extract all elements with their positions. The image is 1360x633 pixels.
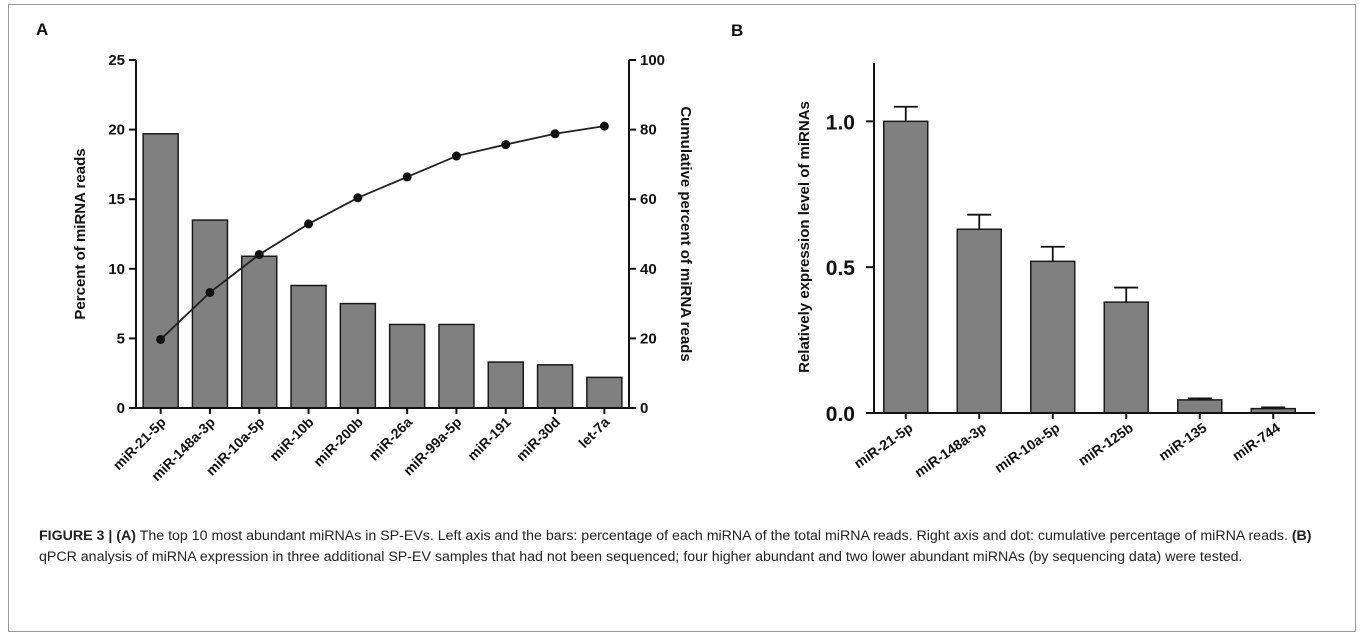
cumulative-line	[160, 125, 605, 341]
cumulative-point	[550, 129, 560, 139]
caption-a-tag: (A)	[116, 528, 136, 544]
left-axis-title: Percent of miRNA reads	[72, 148, 89, 319]
cumulative-point	[304, 219, 314, 229]
caption-a-text: The top 10 most abundant miRNAs in SP-EV…	[136, 528, 1292, 544]
cumulative-point	[254, 250, 264, 260]
category-label: miR-191	[464, 414, 514, 464]
right-tick-label: 60	[640, 191, 657, 208]
bar	[388, 323, 426, 409]
bar	[536, 364, 574, 409]
cumulative-point	[205, 287, 215, 297]
bar	[339, 302, 377, 409]
right-axis-title: Cumulative percent of miRNA reads	[677, 106, 694, 361]
right-tick-label: 20	[640, 330, 657, 347]
bar	[241, 255, 278, 409]
y-axis-title: Relatively expression level of miRNAs	[796, 101, 813, 373]
category-label: miR-30d	[513, 414, 563, 464]
figure-caption: FIGURE 3 | (A) The top 10 most abundant …	[39, 526, 1349, 568]
panel-a-letter: A	[36, 20, 48, 39]
bar	[586, 376, 623, 409]
caption-b-tag: (B)	[1291, 528, 1312, 544]
category-label: miR-148a-3p	[912, 419, 989, 480]
caption-b-text: qPCR analysis of miRNA expression in thr…	[39, 549, 1243, 565]
bar	[1177, 399, 1223, 414]
bar	[438, 323, 475, 409]
caption-label: FIGURE 3 |	[39, 528, 117, 544]
category-label: miR-200b	[310, 414, 366, 470]
right-tick-label: 40	[640, 261, 657, 278]
category-label: let-7a	[575, 414, 612, 451]
cumulative-point	[353, 193, 363, 203]
cumulative-point	[501, 140, 511, 150]
cumulative-point	[451, 151, 461, 161]
panel-b-letter: B	[731, 21, 743, 40]
category-label: miR-135	[1156, 419, 1210, 463]
bar	[1030, 260, 1076, 414]
y-tick-label: 0.5	[826, 257, 856, 280]
category-label: miR-10b	[266, 414, 316, 464]
bar	[290, 284, 327, 409]
bar	[1103, 301, 1149, 414]
right-tick-label: 0	[640, 400, 648, 417]
cumulative-point	[156, 334, 166, 344]
category-label: miR-26a	[365, 414, 415, 464]
left-tick-label: 15	[108, 191, 125, 208]
left-tick-label: 25	[108, 52, 125, 69]
cumulative-point	[599, 121, 609, 131]
left-tick-label: 10	[108, 261, 125, 278]
cumulative-point	[402, 172, 412, 182]
category-label: miR-744	[1229, 419, 1283, 463]
left-tick-label: 0	[117, 400, 125, 417]
bar	[191, 219, 229, 409]
bar	[883, 120, 929, 414]
y-tick-label: 0.0	[826, 403, 855, 426]
bar	[956, 228, 1002, 414]
category-label: miR-10a-5p	[991, 419, 1062, 475]
figure-svg: A B 0510152025020406080100miR-21-5pmiR-1…	[36, 20, 1315, 484]
right-tick-label: 100	[640, 52, 665, 69]
right-tick-label: 80	[640, 122, 657, 139]
category-label: miR-125b	[1075, 419, 1136, 468]
figure-frame: A B 0 5 10 15 20 25 0 20 40 60 80 100 miR-21-5p miR-1…	[8, 4, 1356, 632]
left-tick-label: 20	[108, 122, 125, 139]
y-tick-label: 1.0	[826, 111, 855, 134]
category-label: miR-21-5p	[851, 419, 916, 471]
bar	[142, 133, 179, 409]
chart-a: 0510152025020406080100miR-21-5pmiR-148a-…	[72, 52, 694, 484]
left-tick-label: 5	[117, 330, 125, 347]
bar	[487, 361, 524, 409]
